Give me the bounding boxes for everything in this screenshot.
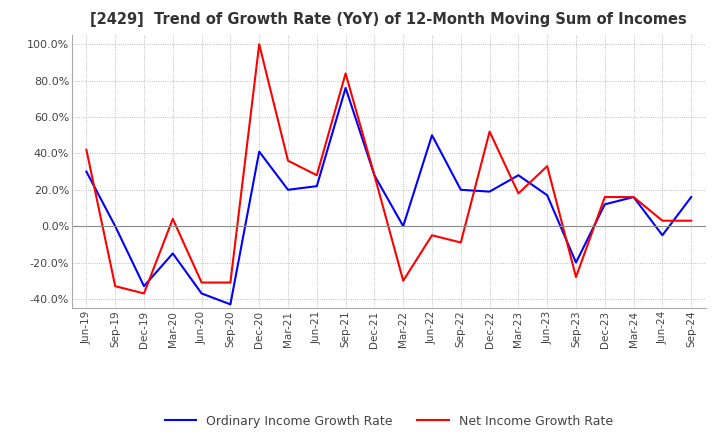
Ordinary Income Growth Rate (514, 172, 523, 178)
Net Income Growth Rate (140, 291, 148, 296)
Ordinary Income Growth Rate (687, 194, 696, 200)
Legend: Ordinary Income Growth Rate, Net Income Growth Rate: Ordinary Income Growth Rate, Net Income … (160, 410, 618, 433)
Net Income Growth Rate (399, 278, 408, 283)
Net Income Growth Rate (485, 129, 494, 134)
Title: [2429]  Trend of Growth Rate (YoY) of 12-Month Moving Sum of Incomes: [2429] Trend of Growth Rate (YoY) of 12-… (91, 12, 687, 27)
Ordinary Income Growth Rate (658, 233, 667, 238)
Line: Net Income Growth Rate: Net Income Growth Rate (86, 44, 691, 293)
Net Income Growth Rate (255, 42, 264, 47)
Ordinary Income Growth Rate (572, 260, 580, 265)
Net Income Growth Rate (600, 194, 609, 200)
Ordinary Income Growth Rate (341, 85, 350, 91)
Net Income Growth Rate (168, 216, 177, 221)
Net Income Growth Rate (687, 218, 696, 224)
Ordinary Income Growth Rate (312, 183, 321, 189)
Ordinary Income Growth Rate (111, 224, 120, 229)
Net Income Growth Rate (543, 164, 552, 169)
Net Income Growth Rate (284, 158, 292, 163)
Net Income Growth Rate (658, 218, 667, 224)
Ordinary Income Growth Rate (168, 251, 177, 256)
Ordinary Income Growth Rate (399, 224, 408, 229)
Ordinary Income Growth Rate (600, 202, 609, 207)
Net Income Growth Rate (82, 147, 91, 152)
Net Income Growth Rate (428, 233, 436, 238)
Net Income Growth Rate (226, 280, 235, 285)
Ordinary Income Growth Rate (370, 172, 379, 178)
Ordinary Income Growth Rate (226, 302, 235, 307)
Ordinary Income Growth Rate (485, 189, 494, 194)
Ordinary Income Growth Rate (197, 291, 206, 296)
Ordinary Income Growth Rate (428, 132, 436, 138)
Ordinary Income Growth Rate (543, 193, 552, 198)
Ordinary Income Growth Rate (82, 169, 91, 174)
Net Income Growth Rate (456, 240, 465, 245)
Ordinary Income Growth Rate (456, 187, 465, 192)
Net Income Growth Rate (341, 71, 350, 76)
Line: Ordinary Income Growth Rate: Ordinary Income Growth Rate (86, 88, 691, 304)
Net Income Growth Rate (572, 275, 580, 280)
Ordinary Income Growth Rate (255, 149, 264, 154)
Net Income Growth Rate (370, 172, 379, 178)
Net Income Growth Rate (629, 194, 638, 200)
Ordinary Income Growth Rate (284, 187, 292, 192)
Ordinary Income Growth Rate (629, 194, 638, 200)
Net Income Growth Rate (111, 283, 120, 289)
Net Income Growth Rate (312, 172, 321, 178)
Ordinary Income Growth Rate (140, 283, 148, 289)
Net Income Growth Rate (514, 191, 523, 196)
Net Income Growth Rate (197, 280, 206, 285)
